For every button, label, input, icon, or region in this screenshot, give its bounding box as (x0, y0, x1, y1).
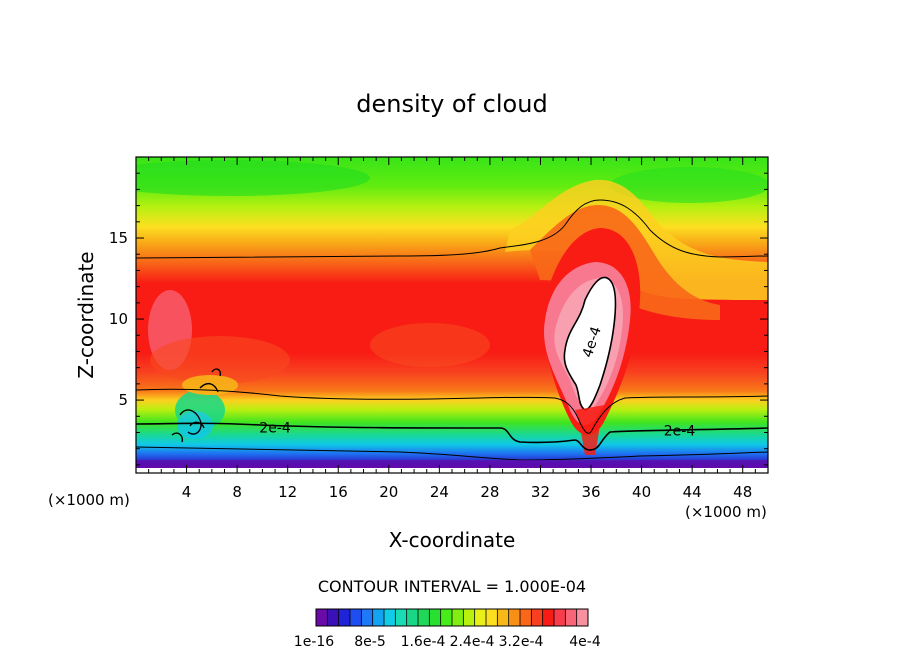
field-bands (136, 157, 768, 473)
contour-bottom (136, 446, 768, 461)
field-patch-orange-left (150, 336, 290, 384)
colorbar-label: 3.2e-4 (499, 634, 544, 650)
y-tick-label: 5 (118, 391, 128, 409)
colorbar-label: 1.6e-4 (401, 634, 446, 650)
field-upper-green (136, 160, 370, 196)
x-tick-label: 44 (683, 483, 702, 501)
colorbar-swatch (497, 609, 509, 626)
colorbar-swatch (395, 609, 407, 626)
x-tick-label: 8 (232, 483, 242, 501)
colorbar-swatch (440, 609, 453, 626)
colorbar-label: 8e-5 (354, 634, 385, 650)
colorbar-swatch (418, 609, 430, 626)
colorbar-swatch (452, 609, 464, 626)
contour-label: 2e-4 (259, 420, 291, 436)
chart-title: density of cloud (356, 90, 547, 118)
contour-upper (136, 199, 768, 259)
x-tick-label: 48 (733, 483, 752, 501)
colorbar-swatch (406, 609, 419, 626)
plume-core-white (563, 276, 617, 411)
colorbar-label: 2.4e-4 (450, 634, 495, 650)
colorbar-swatch (565, 609, 577, 626)
x-axis-label: X-coordinate (389, 528, 516, 552)
contour-lower (136, 388, 768, 434)
colorbar-swatch (520, 609, 532, 626)
x-axis: 4 8 12 16 20 24 28 32 36 40 44 48 (148, 157, 756, 501)
contour-label: 2e-4 (664, 424, 696, 440)
y-tick-label: 10 (109, 310, 128, 328)
colorbar-swatch (327, 609, 339, 626)
colorbar-swatch (338, 609, 351, 626)
x-tick-label: 36 (581, 483, 600, 501)
x-tick-label: 16 (329, 483, 348, 501)
field-patch-orange-mid (370, 323, 490, 367)
x-unit-left: (×1000 m) (48, 491, 130, 509)
colorbar-labels: 1e-16 8e-5 1.6e-4 2.4e-4 3.2e-4 4e-4 (294, 634, 601, 650)
x-tick-label: 4 (182, 483, 192, 501)
colorbar-swatch (361, 609, 373, 626)
x-tick-label: 32 (531, 483, 550, 501)
turbulent-region (175, 375, 238, 439)
colorbar-swatch (576, 609, 589, 626)
colorbar-swatch (531, 609, 543, 626)
x-tick-label: 28 (480, 483, 499, 501)
contour-interval-text: CONTOUR INTERVAL = 1.000E-04 (318, 577, 586, 596)
colorbar-swatch (474, 609, 487, 626)
colorbar-swatch (463, 609, 475, 626)
colorbar-swatch (486, 609, 498, 626)
colorbar-swatch (372, 609, 385, 626)
colorbar-swatch (350, 609, 362, 626)
colorbar-swatch (316, 609, 328, 626)
contour-2e-4 (136, 422, 768, 451)
colorbar-swatch (508, 609, 521, 626)
colorbar-label: 1e-16 (294, 634, 334, 650)
colorbar-frame (315, 608, 589, 627)
x-unit-right: (×1000 m) (685, 503, 767, 521)
colorbar (315, 608, 589, 627)
plume-stem (575, 405, 605, 455)
contour-turbulent (171, 368, 222, 443)
colorbar-swatch (542, 609, 555, 626)
x-tick-label: 20 (379, 483, 398, 501)
y-axis: 5 10 15 (109, 172, 768, 466)
field-upper-green-right (610, 167, 768, 203)
x-tick-label: 40 (632, 483, 651, 501)
plot-area (136, 157, 768, 473)
y-tick-label: 15 (109, 229, 128, 247)
x-tick-label: 24 (430, 483, 449, 501)
colorbar-label: 4e-4 (569, 634, 601, 650)
colorbar-swatch (429, 609, 441, 626)
colorbar-swatch (384, 609, 396, 626)
colorbar-swatch (554, 609, 566, 626)
y-axis-label: Z-coordinate (74, 251, 98, 378)
x-tick-label: 12 (278, 483, 297, 501)
